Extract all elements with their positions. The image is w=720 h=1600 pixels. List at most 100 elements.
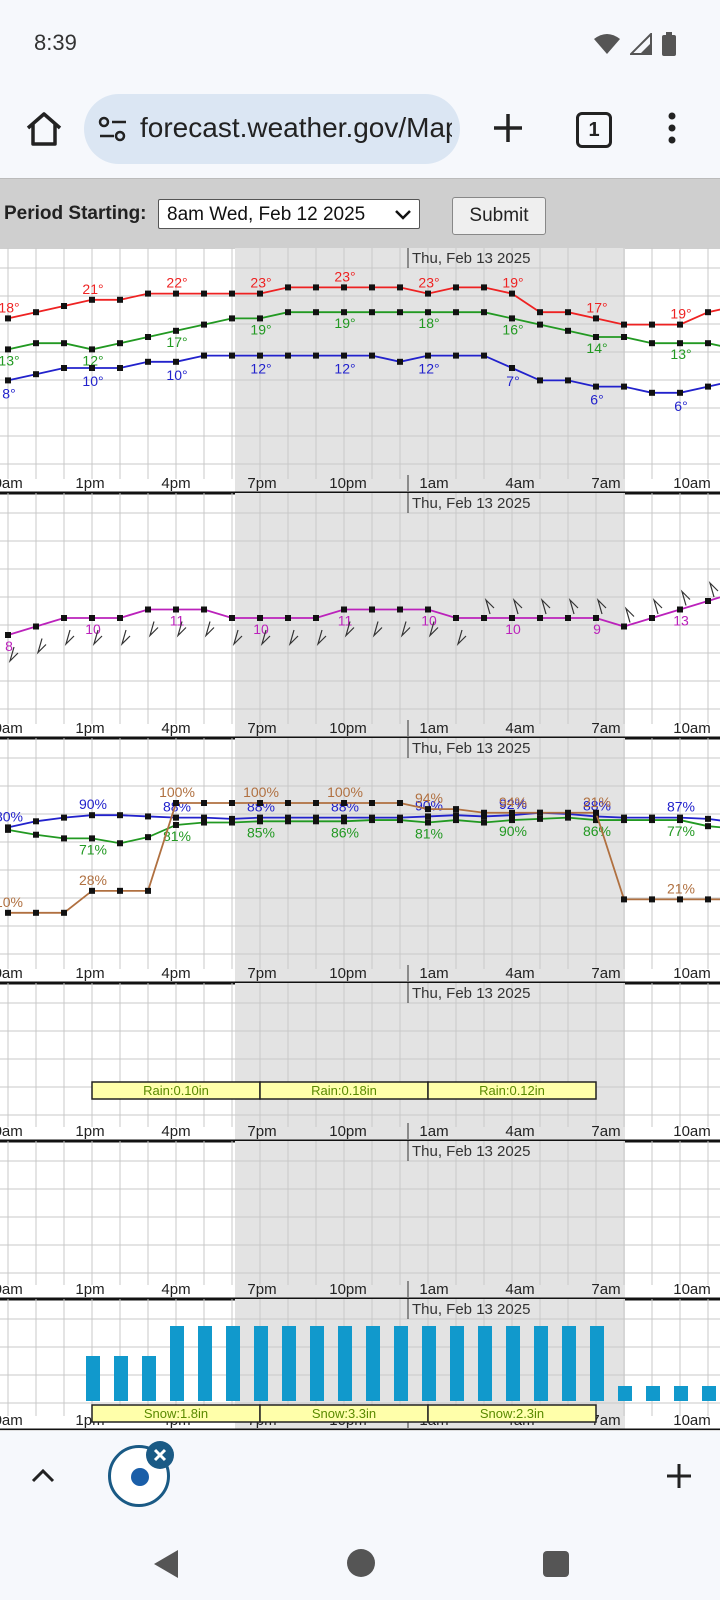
wind-point	[257, 615, 263, 621]
precip-chance-point	[201, 819, 207, 826]
site-settings-icon[interactable]	[98, 116, 128, 142]
wind-chill-point	[705, 383, 711, 390]
home-nav-icon[interactable]	[346, 1548, 376, 1578]
period-select-value: 8am Wed, Feb 12 2025	[167, 204, 366, 225]
url-text[interactable]: forecast.weather.gov/MapClick.php	[140, 112, 452, 143]
snow-bar	[338, 1326, 352, 1401]
close-tab-button[interactable]	[146, 1441, 174, 1469]
temperature-point	[61, 303, 67, 309]
dewpoint-point	[593, 334, 599, 340]
wind-chill-point	[173, 358, 179, 365]
system-nav-bar	[0, 1530, 720, 1600]
sky-cover-point	[537, 809, 543, 816]
temperature-point	[621, 321, 627, 328]
sky-cover-point	[593, 809, 599, 816]
address-bar[interactable]: forecast.weather.gov/MapClick.php	[84, 94, 460, 164]
dewpoint-point	[145, 334, 151, 340]
tab-switcher-button[interactable]: 1	[576, 112, 612, 148]
time-tick-label: 10am	[0, 965, 23, 982]
back-icon[interactable]	[150, 1548, 180, 1580]
sky-cover-point	[397, 800, 403, 806]
noaa-logo-icon	[131, 1468, 149, 1486]
temperature-point	[257, 290, 263, 297]
dewpoint-point	[677, 340, 683, 347]
humidity-point	[33, 818, 39, 825]
precip-chance-point	[61, 835, 67, 842]
dewpoint-data-label: 16°	[502, 321, 523, 337]
snow-bar	[506, 1326, 520, 1401]
humidity-point	[257, 814, 263, 821]
wind-barb	[540, 597, 551, 615]
dewpoint-point	[621, 334, 627, 340]
wind-barb	[372, 621, 383, 638]
wind-barb	[288, 629, 299, 647]
time-tick-label: 1am	[419, 720, 448, 737]
wind-chill-data-label: 10°	[82, 373, 103, 389]
wind-point	[145, 606, 151, 613]
temperature-point	[201, 290, 207, 297]
dewpoint-data-label: 17°	[166, 334, 187, 350]
precip-chance-point	[649, 817, 655, 824]
time-tick-label: 4am	[505, 475, 534, 492]
precip-chance-point	[565, 814, 571, 821]
time-tick-label: 4am	[505, 965, 534, 982]
time-tick-label: 10am	[0, 1123, 23, 1140]
precip-chance-point	[89, 835, 95, 842]
dewpoint-point	[257, 315, 263, 322]
temperature-data-label: 19°	[670, 306, 691, 322]
precip-chance-point	[173, 821, 179, 828]
temperature-point	[145, 290, 151, 297]
time-tick-label: 1pm	[75, 475, 104, 492]
close-icon	[153, 1448, 167, 1462]
status-time: 8:39	[34, 30, 77, 55]
wind-point	[341, 606, 347, 613]
wind-data-label: 10	[505, 621, 521, 637]
temperature-data-label: 18°	[0, 299, 20, 315]
wind-point	[509, 615, 515, 621]
temperature-point	[117, 296, 123, 303]
dewpoint-point	[285, 309, 291, 316]
chevron-up-icon[interactable]	[28, 1465, 58, 1485]
dewpoint-data-label: 13°	[670, 346, 691, 362]
wind-chill-point	[369, 352, 375, 359]
wind-chill-data-label: 12°	[250, 361, 271, 377]
period-select[interactable]: 8am Wed, Feb 12 2025	[158, 199, 420, 229]
sky-cover-data-label: 10%	[0, 894, 23, 910]
sky-cover-data-label: 100%	[243, 784, 279, 800]
wind-chill-point	[201, 352, 207, 359]
time-tick-label: 4pm	[161, 475, 190, 492]
time-tick-label: 1am	[419, 1123, 448, 1140]
home-icon[interactable]	[22, 108, 66, 152]
add-icon[interactable]	[664, 1461, 694, 1491]
precip-chance-point	[537, 815, 543, 822]
sky-cover-point	[201, 800, 207, 806]
more-menu-icon[interactable]	[666, 108, 678, 148]
precip-chance-point	[425, 819, 431, 826]
dewpoint-point	[537, 321, 543, 328]
wind-point	[453, 615, 459, 621]
time-tick-label: 4pm	[161, 720, 190, 737]
submit-button[interactable]: Submit	[452, 197, 546, 235]
dewpoint-data-label: 18°	[418, 315, 439, 331]
temperature-data-label: 23°	[250, 275, 271, 291]
temperature-point	[425, 290, 431, 297]
wind-chill-point	[313, 352, 319, 359]
sky-cover-point	[565, 809, 571, 816]
wind-barb	[176, 621, 187, 638]
wind-chill-data-label: 12°	[334, 361, 355, 377]
wind-point	[117, 615, 123, 621]
sky-cover-data-label: 94%	[499, 794, 527, 810]
snow-bar	[226, 1326, 240, 1401]
dewpoint-data-label: 12°	[82, 352, 103, 368]
wind-point	[621, 623, 627, 630]
recents-icon[interactable]	[542, 1550, 570, 1578]
precip-chance-point	[33, 831, 39, 838]
wind-chill-point	[285, 352, 291, 359]
wind-barb	[624, 606, 635, 623]
time-tick-label: 4pm	[161, 1123, 190, 1140]
wind-barb	[596, 597, 607, 615]
battery-icon	[662, 32, 676, 56]
temperature-point	[173, 290, 179, 297]
sky-cover-point	[173, 800, 179, 806]
new-tab-icon[interactable]	[488, 108, 528, 148]
